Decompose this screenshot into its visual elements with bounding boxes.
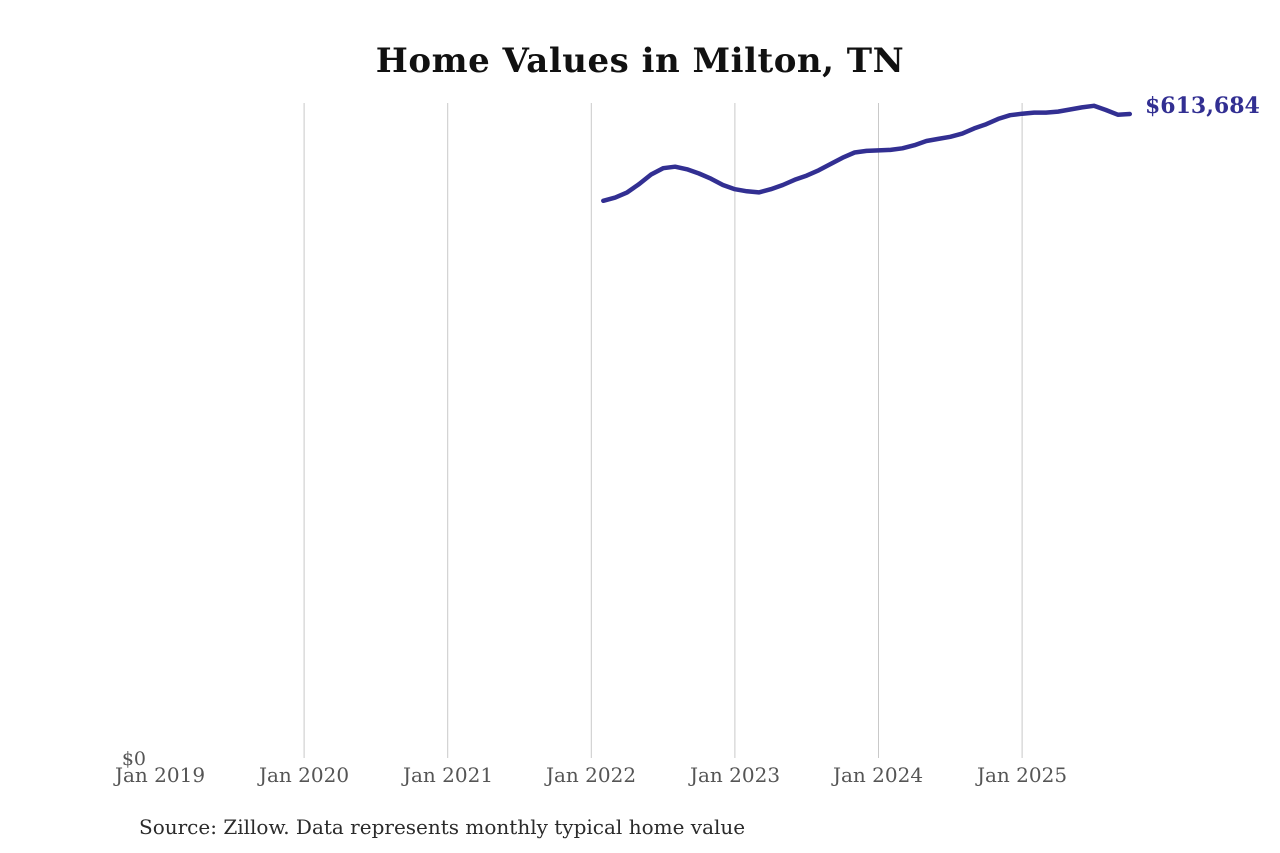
x-tick-label-jan-2025: Jan 2025 bbox=[976, 763, 1068, 787]
y-axis-zero-label: $0 bbox=[121, 748, 146, 770]
x-tick-label-jan-2019: Jan 2019 bbox=[114, 763, 206, 787]
chart-title: Home Values in Milton, TN bbox=[375, 41, 905, 81]
x-tick-label-jan-2023: Jan 2023 bbox=[689, 763, 781, 787]
x-tick-label-jan-2020: Jan 2020 bbox=[258, 763, 350, 787]
x-tick-label-jan-2024: Jan 2024 bbox=[832, 763, 924, 787]
home-value-line bbox=[601, 103, 1133, 204]
latest-value-label: $613,684 bbox=[1145, 93, 1260, 119]
x-tick-label-jan-2021: Jan 2021 bbox=[402, 763, 494, 787]
source-note: Source: Zillow. Data represents monthly … bbox=[139, 815, 746, 839]
x-tick-label-jan-2022: Jan 2022 bbox=[545, 763, 637, 787]
